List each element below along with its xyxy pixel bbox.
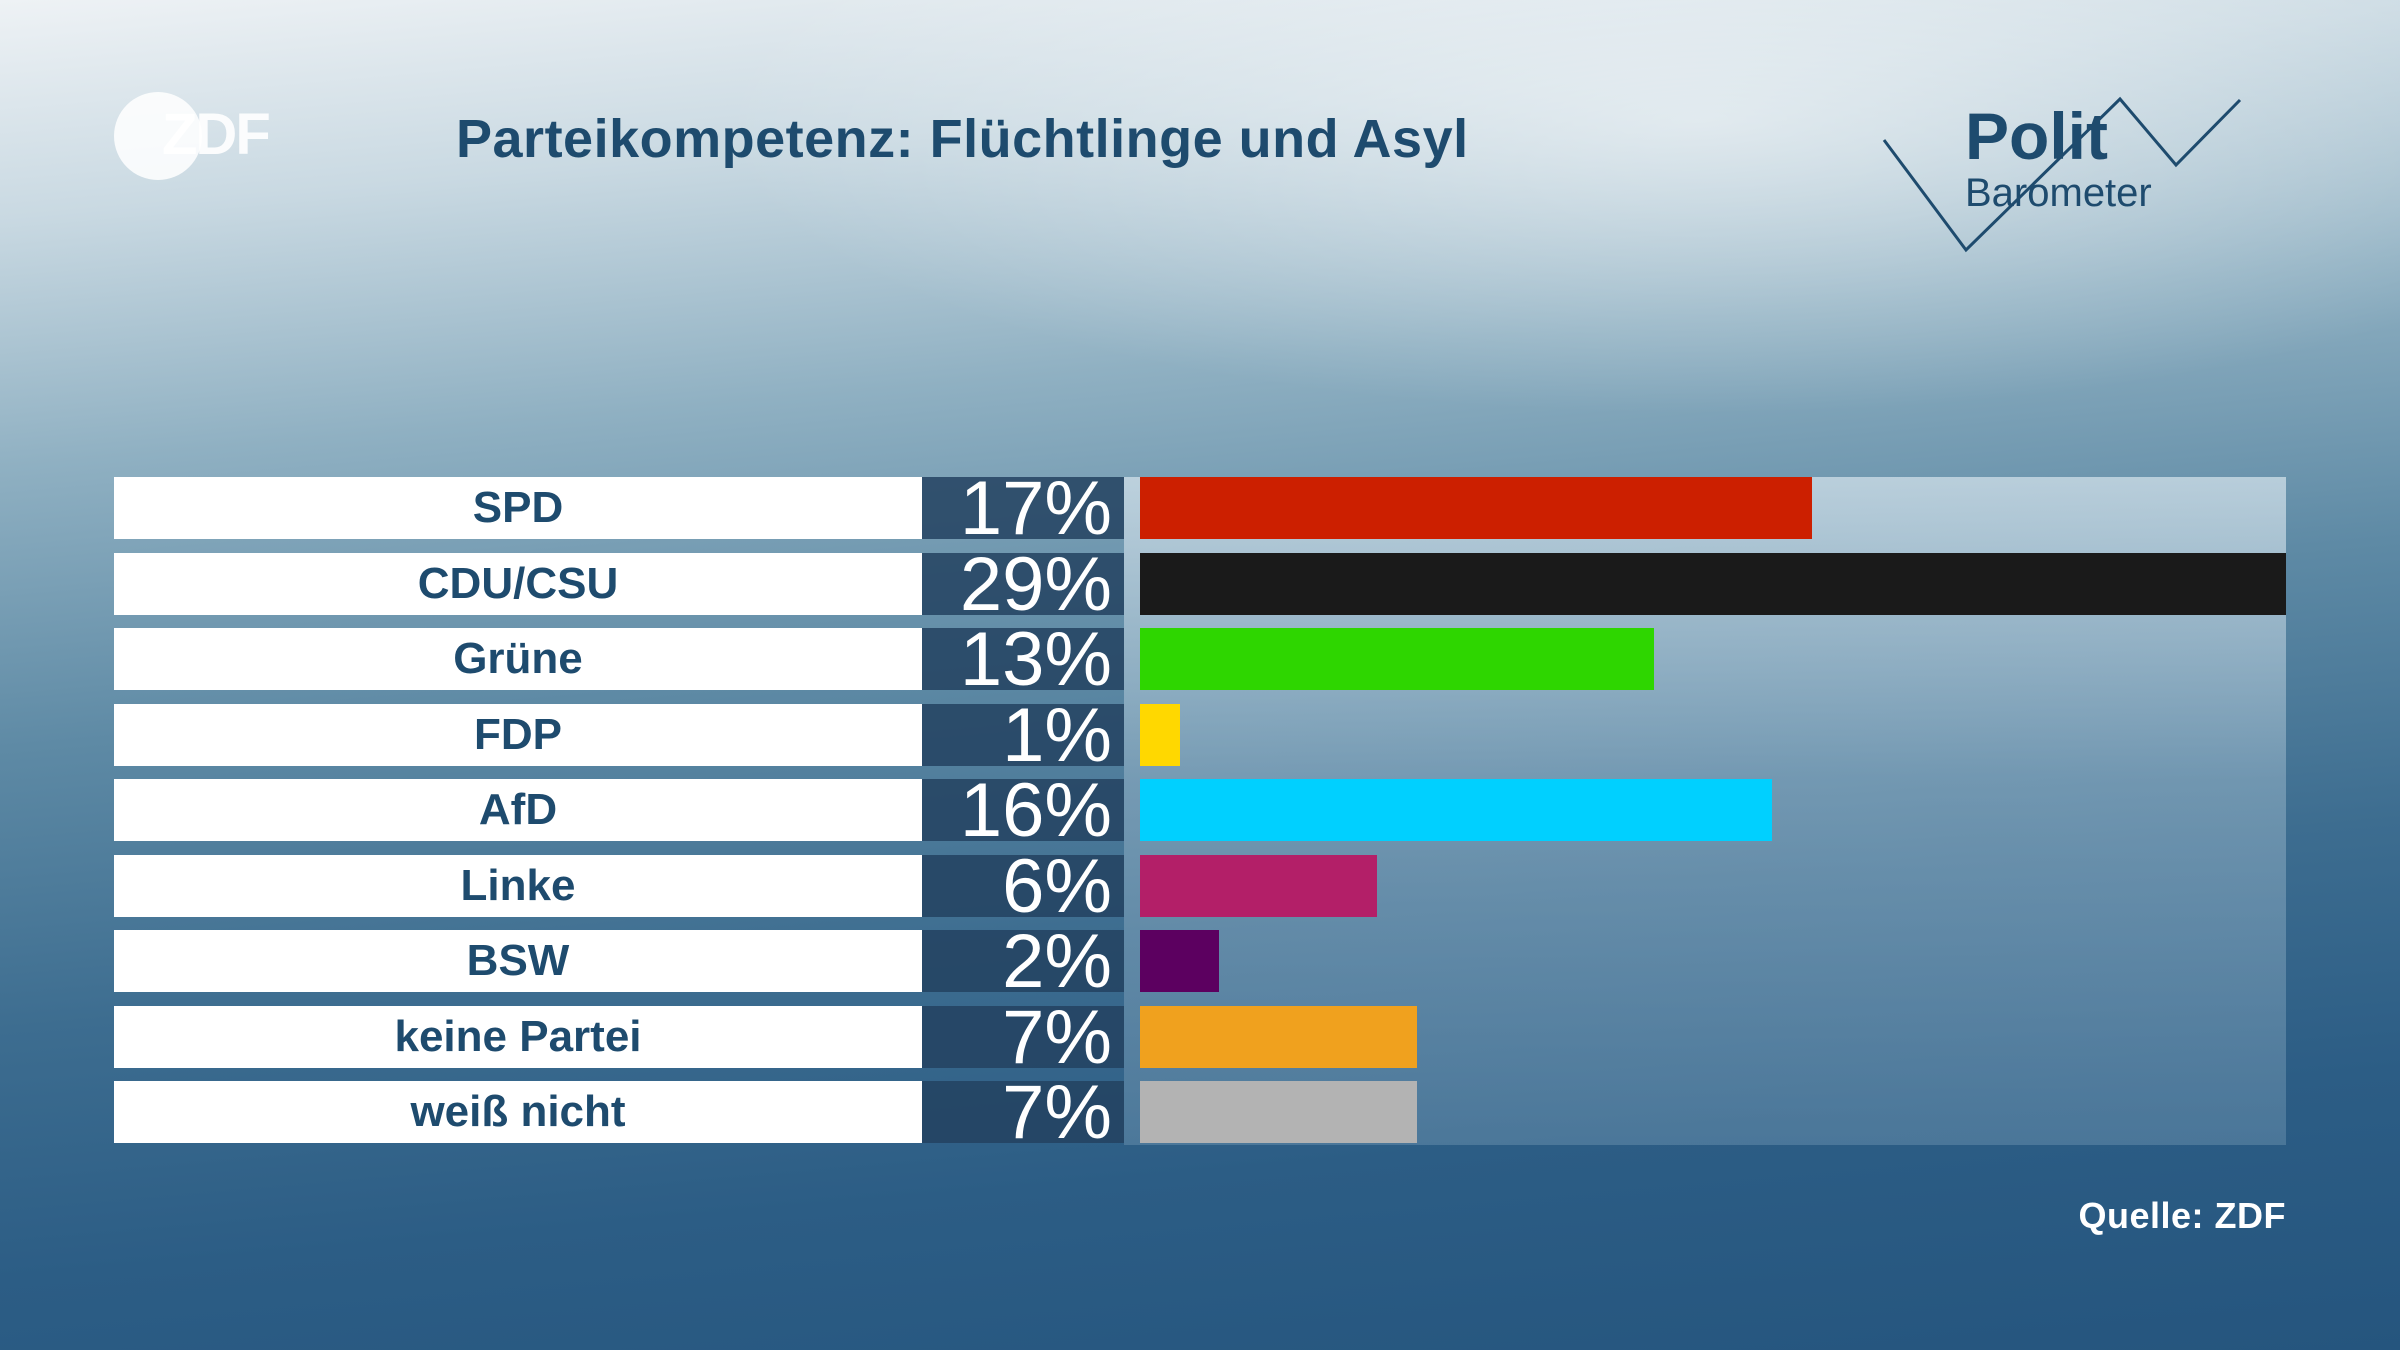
- bar: [1140, 779, 1772, 841]
- bar-chart: SPD 17% CDU/CSU 29% Grüne 13% FDP 1% AfD 16% Linke…: [114, 477, 2286, 1145]
- zdf-logo-text: ZDF: [162, 102, 271, 167]
- bar-category-label: SPD: [114, 477, 922, 539]
- bar: [1140, 628, 1654, 690]
- bar-value-label: 6%: [922, 854, 1124, 917]
- bar-row: FDP 1%: [114, 703, 2286, 766]
- source-label: Quelle: ZDF: [2078, 1195, 2286, 1236]
- bar-category-label: CDU/CSU: [114, 552, 922, 615]
- bar-row: Grüne 13%: [114, 628, 2286, 690]
- bar-category-label: Linke: [114, 854, 922, 917]
- bar-row: BSW 2%: [114, 930, 2286, 992]
- bar-value-label: 13%: [922, 628, 1124, 690]
- bar: [1140, 477, 1812, 539]
- bar-category-label: AfD: [114, 779, 922, 841]
- bar-row: SPD 17%: [114, 477, 2286, 539]
- politbarometer-polit-text: Polit: [1965, 99, 2108, 173]
- bar: [1140, 552, 2286, 615]
- bar-value-label: 7%: [922, 1005, 1124, 1068]
- zdf-logo-circle: [114, 92, 202, 180]
- bar: [1140, 854, 1377, 917]
- bar-category-label: Grüne: [114, 628, 922, 690]
- bar-value-label: 2%: [922, 930, 1124, 992]
- bar-value-label: 16%: [922, 779, 1124, 841]
- bar-value-label: 29%: [922, 552, 1124, 615]
- bar-row: weiß nicht 7%: [114, 1081, 2286, 1143]
- bar: [1140, 1081, 1417, 1143]
- bar: [1140, 930, 1219, 992]
- politbarometer-logo: Polit Barometer: [1880, 95, 2250, 255]
- bar-row: AfD 16%: [114, 779, 2286, 841]
- bar-category-label: BSW: [114, 930, 922, 992]
- bar-category-label: keine Partei: [114, 1005, 922, 1068]
- bar-row: Linke 6%: [114, 854, 2286, 917]
- politbarometer-zigzag-icon: [1882, 96, 2242, 253]
- bar: [1140, 703, 1180, 766]
- zdf-logo: ZDF: [112, 88, 282, 183]
- bar-category-label: FDP: [114, 703, 922, 766]
- bar-value-label: 7%: [922, 1081, 1124, 1143]
- chart-title: Parteikompetenz: Flüchtlinge und Asyl: [456, 109, 1469, 169]
- bar: [1140, 1005, 1417, 1068]
- bar-value-label: 17%: [922, 477, 1124, 539]
- bar-category-label: weiß nicht: [114, 1081, 922, 1143]
- politbarometer-barometer-text: Barometer: [1965, 171, 2152, 215]
- bar-row: keine Partei 7%: [114, 1005, 2286, 1068]
- bar-value-label: 1%: [922, 703, 1124, 766]
- bar-row: CDU/CSU 29%: [114, 552, 2286, 615]
